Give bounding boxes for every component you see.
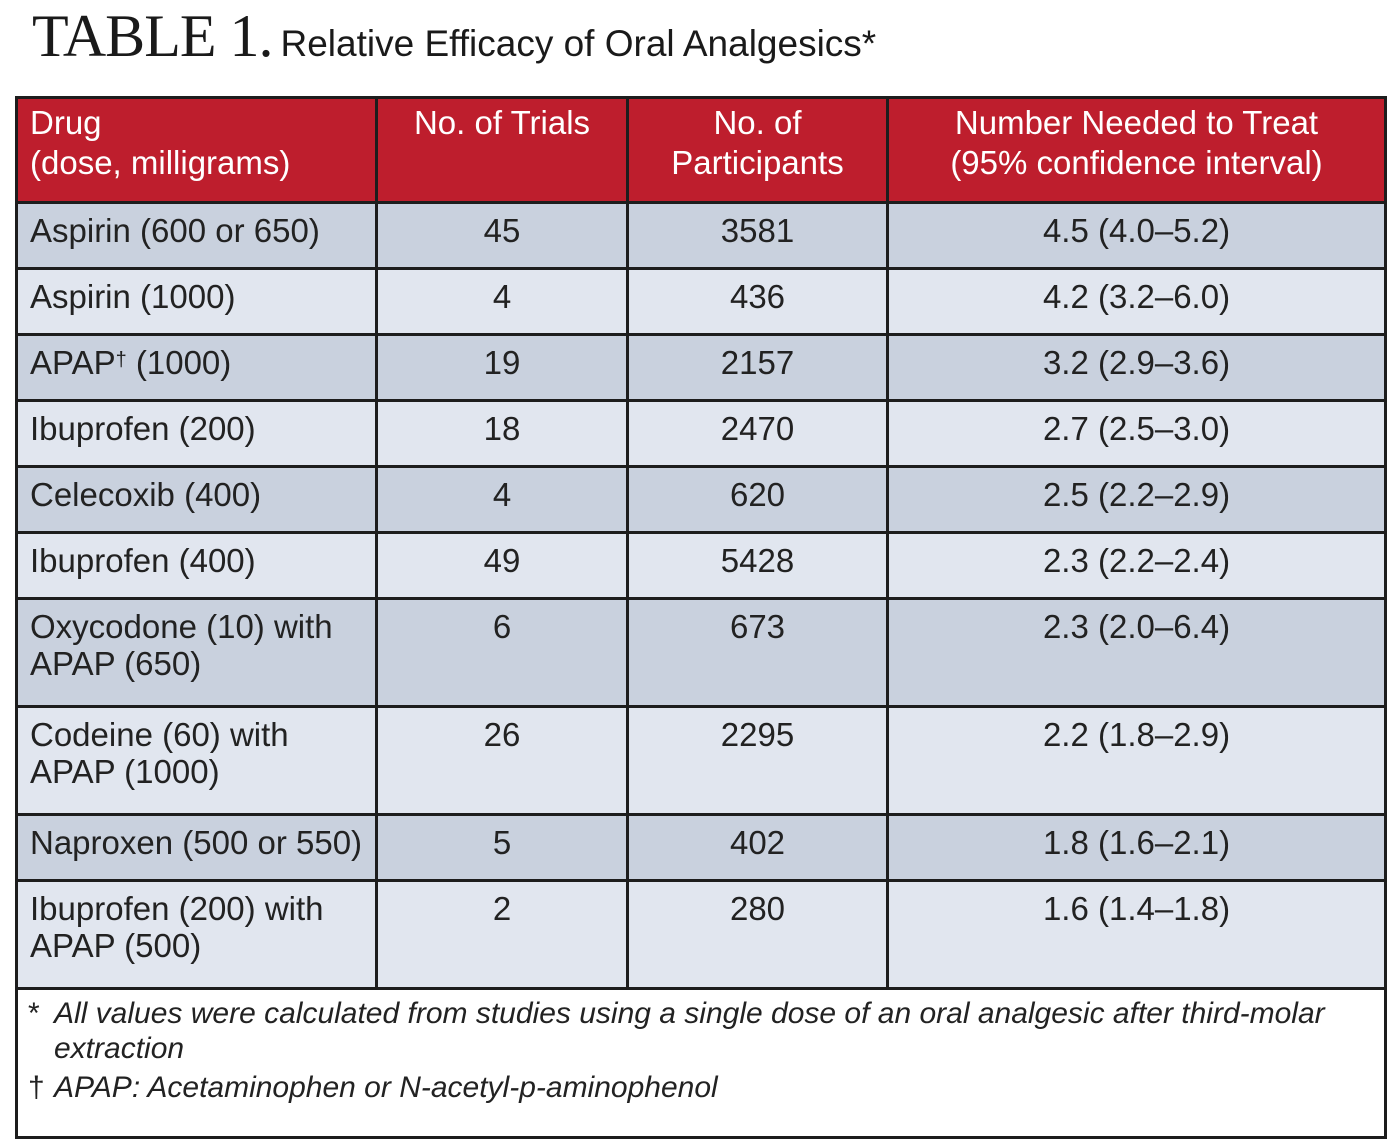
- table-row: APAP† (1000) 19 2157 3.2 (2.9–3.6): [15, 333, 1387, 402]
- drug-cell: Aspirin (1000): [15, 267, 378, 336]
- table-row: Ibuprofen (400) 49 5428 2.3 (2.2–2.4): [15, 531, 1387, 600]
- trials-cell: 26: [375, 705, 629, 816]
- participants-cell: 3581: [626, 201, 889, 270]
- footnote-asterisk: * All values were calculated from studie…: [28, 997, 1325, 1065]
- table-row: Celecoxib (400) 4 620 2.5 (2.2–2.9): [15, 465, 1387, 534]
- header-row: Drug (dose, milligrams) No. of Trials No.…: [15, 96, 1387, 204]
- trials-cell: 18: [375, 399, 629, 468]
- footnote-dagger: † APAP: Acetaminophen or N-acetyl-p-amin…: [28, 1071, 718, 1104]
- trials-cell: 5: [375, 813, 629, 882]
- nnt-cell: 2.3 (2.0–6.4): [886, 597, 1387, 708]
- header-trials: No. of Trials: [375, 96, 629, 204]
- table-row: Aspirin (600 or 650) 45 3581 4.5 (4.0–5.2): [15, 201, 1387, 270]
- participants-cell: 5428: [626, 531, 889, 600]
- header-drug: Drug (dose, milligrams): [15, 96, 378, 204]
- trials-cell: 4: [375, 465, 629, 534]
- trials-cell: 4: [375, 267, 629, 336]
- drug-cell: Ibuprofen (400): [15, 531, 378, 600]
- drug-cell: Oxycodone (10) with APAP (650): [15, 597, 378, 708]
- table-row: Naproxen (500 or 550) 5 402 1.8 (1.6–2.1): [15, 813, 1387, 882]
- nnt-cell: 2.2 (1.8–2.9): [886, 705, 1387, 816]
- footnotes-row: * All values were calculated from studie…: [15, 987, 1387, 1139]
- analgesics-table: Drug (dose, milligrams) No. of Trials No.…: [15, 96, 1387, 1139]
- table-row: Ibuprofen (200) 18 2470 2.7 (2.5–3.0): [15, 399, 1387, 468]
- drug-cell: Celecoxib (400): [15, 465, 378, 534]
- table-caption: Relative Efficacy of Oral Analgesics*: [280, 23, 877, 64]
- participants-cell: 620: [626, 465, 889, 534]
- nnt-cell: 4.2 (3.2–6.0): [886, 267, 1387, 336]
- nnt-cell: 1.6 (1.4–1.8): [886, 879, 1387, 990]
- nnt-cell: 3.2 (2.9–3.6): [886, 333, 1387, 402]
- participants-cell: 436: [626, 267, 889, 336]
- nnt-cell: 2.3 (2.2–2.4): [886, 531, 1387, 600]
- nnt-cell: 2.7 (2.5–3.0): [886, 399, 1387, 468]
- drug-cell: Ibuprofen (200): [15, 399, 378, 468]
- dagger-marker: †: [115, 349, 127, 371]
- table-row: Codeine (60) with APAP (1000) 26 2295 2.2 (1…: [15, 705, 1387, 816]
- nnt-cell: 2.5 (2.2–2.9): [886, 465, 1387, 534]
- table-number: TABLE 1.: [32, 3, 273, 69]
- drug-cell: APAP† (1000): [15, 333, 378, 402]
- participants-cell: 2470: [626, 399, 889, 468]
- participants-cell: 280: [626, 879, 889, 990]
- trials-cell: 19: [375, 333, 629, 402]
- nnt-cell: 1.8 (1.6–2.1): [886, 813, 1387, 882]
- table-title: TABLE 1. Relative Efficacy of Oral Analg…: [32, 2, 876, 72]
- trials-cell: 2: [375, 879, 629, 990]
- drug-cell: Ibuprofen (200) with APAP (500): [15, 879, 378, 990]
- table-row: Oxycodone (10) with APAP (650) 6 673 2.3 (2.…: [15, 597, 1387, 708]
- table-row: Aspirin (1000) 4 436 4.2 (3.2–6.0): [15, 267, 1387, 336]
- footnotes: * All values were calculated from studie…: [15, 987, 1387, 1139]
- drug-cell: Aspirin (600 or 650): [15, 201, 378, 270]
- header-participants: No. of Participants: [626, 96, 889, 204]
- participants-cell: 2157: [626, 333, 889, 402]
- trials-cell: 6: [375, 597, 629, 708]
- drug-cell: Codeine (60) with APAP (1000): [15, 705, 378, 816]
- trials-cell: 49: [375, 531, 629, 600]
- table-row: Ibuprofen (200) with APAP (500) 2 280 1.6 (1…: [15, 879, 1387, 990]
- nnt-cell: 4.5 (4.0–5.2): [886, 201, 1387, 270]
- header-nnt: Number Needed to Treat (95% confidence in…: [886, 96, 1387, 204]
- participants-cell: 673: [626, 597, 889, 708]
- trials-cell: 45: [375, 201, 629, 270]
- participants-cell: 2295: [626, 705, 889, 816]
- participants-cell: 402: [626, 813, 889, 882]
- drug-cell: Naproxen (500 or 550): [15, 813, 378, 882]
